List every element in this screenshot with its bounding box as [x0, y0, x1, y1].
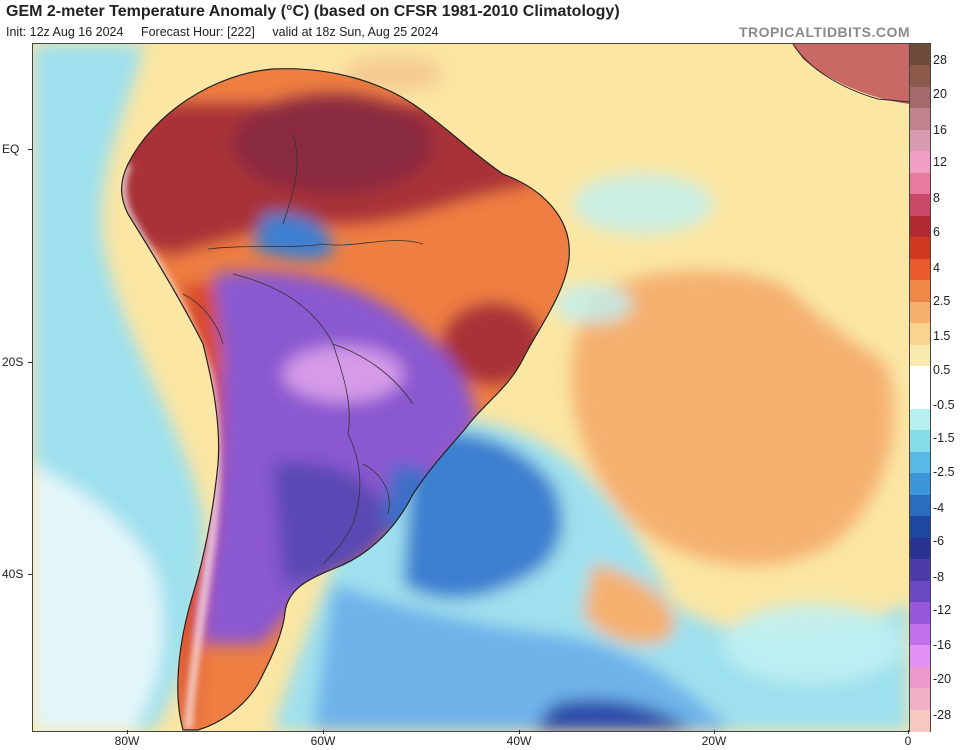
- colorbar-label: 4: [933, 261, 940, 275]
- colorbar-label: -0.5: [933, 398, 955, 412]
- lon-label-80w: 80W: [114, 734, 140, 748]
- colorbar-label: 0.5: [933, 363, 951, 377]
- colorbar-label: -16: [933, 638, 952, 652]
- colorbar-swatch: [910, 194, 930, 217]
- colorbar-label: 16: [933, 123, 947, 137]
- colorbar-swatch: [910, 129, 930, 152]
- colorbar-swatch: [910, 280, 930, 303]
- colorbar-label: 1.5: [933, 329, 951, 343]
- lon-tick: [908, 730, 909, 734]
- colorbar-swatch: [910, 709, 930, 732]
- colorbar-swatch: [910, 580, 930, 603]
- colorbar-swatch: [910, 344, 930, 367]
- forecast-info: Init: 12z Aug 16 2024 Forecast Hour: [22…: [6, 25, 453, 39]
- forecast-hour: Forecast Hour: [222]: [140, 25, 255, 39]
- colorbar-swatch: [910, 623, 930, 646]
- colorbar-label: 2.5: [933, 294, 951, 308]
- colorbar-swatch: [910, 301, 930, 324]
- colorbar-swatch: [910, 108, 930, 131]
- colorbar-label: -4: [933, 501, 945, 515]
- colorbar-swatch: [910, 451, 930, 474]
- lat-label-20s: 20S: [2, 355, 24, 369]
- colorbar-swatch: [910, 602, 930, 625]
- colorbar: [909, 43, 931, 732]
- colorbar-label: -20: [933, 672, 952, 686]
- lon-label-0: 0: [904, 734, 912, 748]
- colorbar-swatch: [910, 215, 930, 238]
- lon-tick: [127, 730, 128, 734]
- lat-tick: [28, 149, 33, 150]
- colorbar-label: -8: [933, 570, 945, 584]
- colorbar-swatch: [910, 44, 930, 66]
- colorbar-swatch: [910, 258, 930, 281]
- colorbar-swatch: [910, 408, 930, 431]
- brand-watermark: TROPICALTIDBITS.COM: [738, 24, 910, 40]
- colorbar-swatch: [910, 387, 930, 410]
- colorbar-label: -12: [933, 603, 952, 617]
- colorbar-swatch: [910, 516, 930, 539]
- lon-label-40w: 40W: [506, 734, 532, 748]
- lon-label-60w: 60W: [310, 734, 336, 748]
- colorbar-swatch: [910, 151, 930, 174]
- lon-tick: [323, 730, 324, 734]
- colorbar-label: 8: [933, 191, 940, 205]
- colorbar-label: 28: [933, 53, 947, 67]
- lat-tick: [28, 362, 33, 363]
- colorbar-swatch: [910, 666, 930, 689]
- colorbar-swatch: [910, 323, 930, 346]
- colorbar-swatch: [910, 645, 930, 668]
- colorbar-label: -1.5: [933, 431, 955, 445]
- lat-tick: [28, 574, 33, 575]
- colorbar-swatch: [910, 65, 930, 88]
- colorbar-swatch: [910, 430, 930, 453]
- map-canvas: [33, 44, 909, 731]
- colorbar-label: -6: [933, 534, 945, 548]
- colorbar-swatch: [910, 473, 930, 496]
- anomaly-map[interactable]: [32, 43, 910, 732]
- colorbar-swatch: [910, 366, 930, 388]
- colorbar-swatch: [910, 172, 930, 195]
- colorbar-swatch: [910, 688, 930, 711]
- colorbar-label: -28: [933, 708, 952, 722]
- lon-label-20w: 20W: [701, 734, 727, 748]
- colorbar-label: 6: [933, 225, 940, 239]
- colorbar-label: 12: [933, 155, 947, 169]
- colorbar-label: 20: [933, 87, 947, 101]
- map-title: GEM 2-meter Temperature Anomaly (°C) (ba…: [6, 3, 620, 20]
- lat-label-40s: 40S: [2, 567, 24, 581]
- init-time: Init: 12z Aug 16 2024: [6, 25, 124, 39]
- lon-tick: [714, 730, 715, 734]
- colorbar-label: -2.5: [933, 465, 955, 479]
- colorbar-swatch: [910, 559, 930, 582]
- colorbar-swatch: [910, 237, 930, 260]
- colorbar-swatch: [910, 537, 930, 560]
- valid-time: valid at 18z Sun, Aug 25 2024: [272, 25, 439, 39]
- colorbar-swatch: [910, 86, 930, 109]
- colorbar-swatch: [910, 494, 930, 517]
- lon-tick: [519, 730, 520, 734]
- lat-label-eq: EQ: [2, 142, 20, 156]
